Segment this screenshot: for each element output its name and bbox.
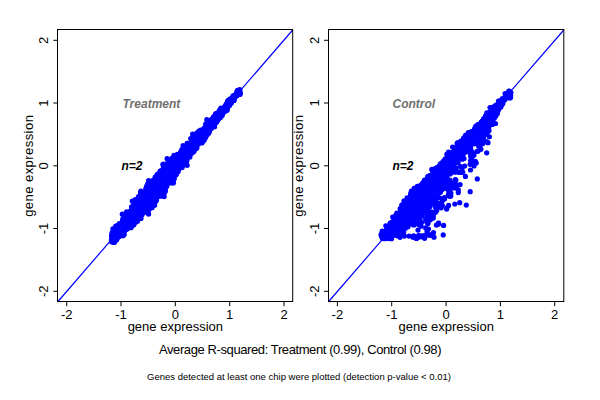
svg-text:-1: -1 xyxy=(36,223,51,235)
svg-text:Genes detected at least one ch: Genes detected at least one chip were pl… xyxy=(147,371,451,382)
svg-text:2: 2 xyxy=(307,37,322,44)
svg-text:-2: -2 xyxy=(36,286,51,298)
svg-text:gene expression: gene expression xyxy=(128,319,223,334)
svg-text:gene expression: gene expression xyxy=(291,115,306,217)
svg-text:1: 1 xyxy=(36,99,51,106)
svg-text:n=2: n=2 xyxy=(393,159,414,173)
svg-text:-1: -1 xyxy=(307,223,322,235)
svg-text:Average R-squared: Treatment (: Average R-squared: Treatment (0.99), Con… xyxy=(159,342,441,357)
svg-text:0: 0 xyxy=(36,162,51,169)
svg-text:-1: -1 xyxy=(115,307,127,322)
svg-text:1: 1 xyxy=(497,307,504,322)
svg-text:2: 2 xyxy=(280,307,287,322)
svg-text:1: 1 xyxy=(226,307,233,322)
svg-text:gene expression: gene expression xyxy=(21,115,36,217)
svg-text:-2: -2 xyxy=(61,307,73,322)
svg-text:-2: -2 xyxy=(307,286,322,298)
svg-text:0: 0 xyxy=(307,162,322,169)
svg-text:Treatment: Treatment xyxy=(123,97,182,111)
svg-text:1: 1 xyxy=(307,99,322,106)
svg-text:2: 2 xyxy=(551,307,558,322)
svg-text:n=2: n=2 xyxy=(121,159,142,173)
svg-text:2: 2 xyxy=(36,37,51,44)
svg-text:-1: -1 xyxy=(386,307,398,322)
svg-text:-2: -2 xyxy=(332,307,344,322)
svg-text:gene expression: gene expression xyxy=(399,319,494,334)
svg-text:Control: Control xyxy=(393,97,436,111)
